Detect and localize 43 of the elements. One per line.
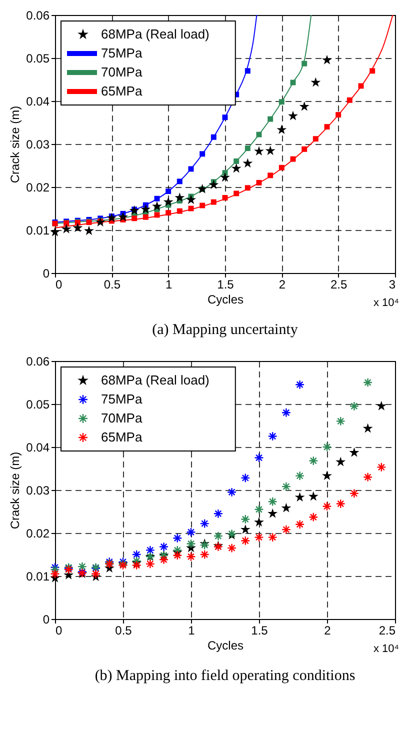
legend-label: 65MPa bbox=[101, 430, 143, 444]
y-tick-label: 0 bbox=[42, 612, 50, 626]
x-tick-label: 0.5 bbox=[104, 278, 121, 292]
x-tick-label: 1.5 bbox=[217, 278, 234, 292]
legend-label: 75MPa bbox=[101, 46, 143, 60]
legend-label: 75MPa bbox=[101, 392, 143, 406]
x-tick-label: 1 bbox=[188, 624, 196, 638]
text: x 10⁴ bbox=[373, 297, 400, 309]
y-tick-label: 0.04 bbox=[26, 440, 50, 454]
text: (a) Mapping uncertainty bbox=[152, 322, 298, 338]
y-tick-label: 0 bbox=[42, 266, 50, 280]
x-axis-title: Cycles bbox=[207, 638, 244, 652]
legend-label: 70MPa bbox=[101, 64, 143, 80]
legend-label: 68MPa (Real load) bbox=[101, 372, 210, 388]
text: x 10⁴ bbox=[373, 643, 400, 655]
x-tick-label: 3 bbox=[388, 278, 396, 292]
x-tick-label: 1.5 bbox=[251, 624, 268, 638]
y-axis-title: Crack size (m) bbox=[8, 106, 22, 184]
x-tick-label: 2.5 bbox=[330, 278, 348, 292]
text: (b) Mapping into field operating conditions bbox=[94, 668, 356, 684]
x-tick-label: 2 bbox=[278, 278, 286, 292]
x-tick-label: 2.5 bbox=[378, 624, 396, 638]
y-tick-label: 0.03 bbox=[26, 484, 50, 498]
x-tick-label: 0 bbox=[56, 624, 62, 638]
y-tick-label: 0.05 bbox=[26, 52, 50, 66]
y-tick-label: 0.03 bbox=[26, 138, 50, 152]
x-tick-label: 2 bbox=[324, 624, 332, 638]
y-axis-title: Crack size (m) bbox=[8, 452, 22, 530]
y-tick-label: 0.04 bbox=[26, 94, 50, 108]
y-tick-label: 0.02 bbox=[26, 526, 50, 540]
legend-label: 68MPa (Real load) bbox=[101, 26, 210, 42]
x-axis-title: Cycles bbox=[207, 292, 244, 306]
y-tick-label: 0.06 bbox=[26, 8, 50, 22]
x-tick-label: 0 bbox=[56, 278, 62, 292]
legend-label: 65MPa bbox=[101, 84, 143, 98]
y-tick-label: 0.01 bbox=[26, 224, 50, 238]
y-tick-label: 0.06 bbox=[26, 354, 50, 368]
x-tick-label: 1 bbox=[165, 278, 172, 292]
y-tick-label: 0.01 bbox=[26, 570, 50, 584]
x-tick-label: 0.5 bbox=[115, 624, 132, 638]
legend-label: 70MPa bbox=[101, 410, 143, 426]
y-tick-label: 0.05 bbox=[26, 398, 50, 412]
y-tick-label: 0.02 bbox=[26, 180, 50, 194]
